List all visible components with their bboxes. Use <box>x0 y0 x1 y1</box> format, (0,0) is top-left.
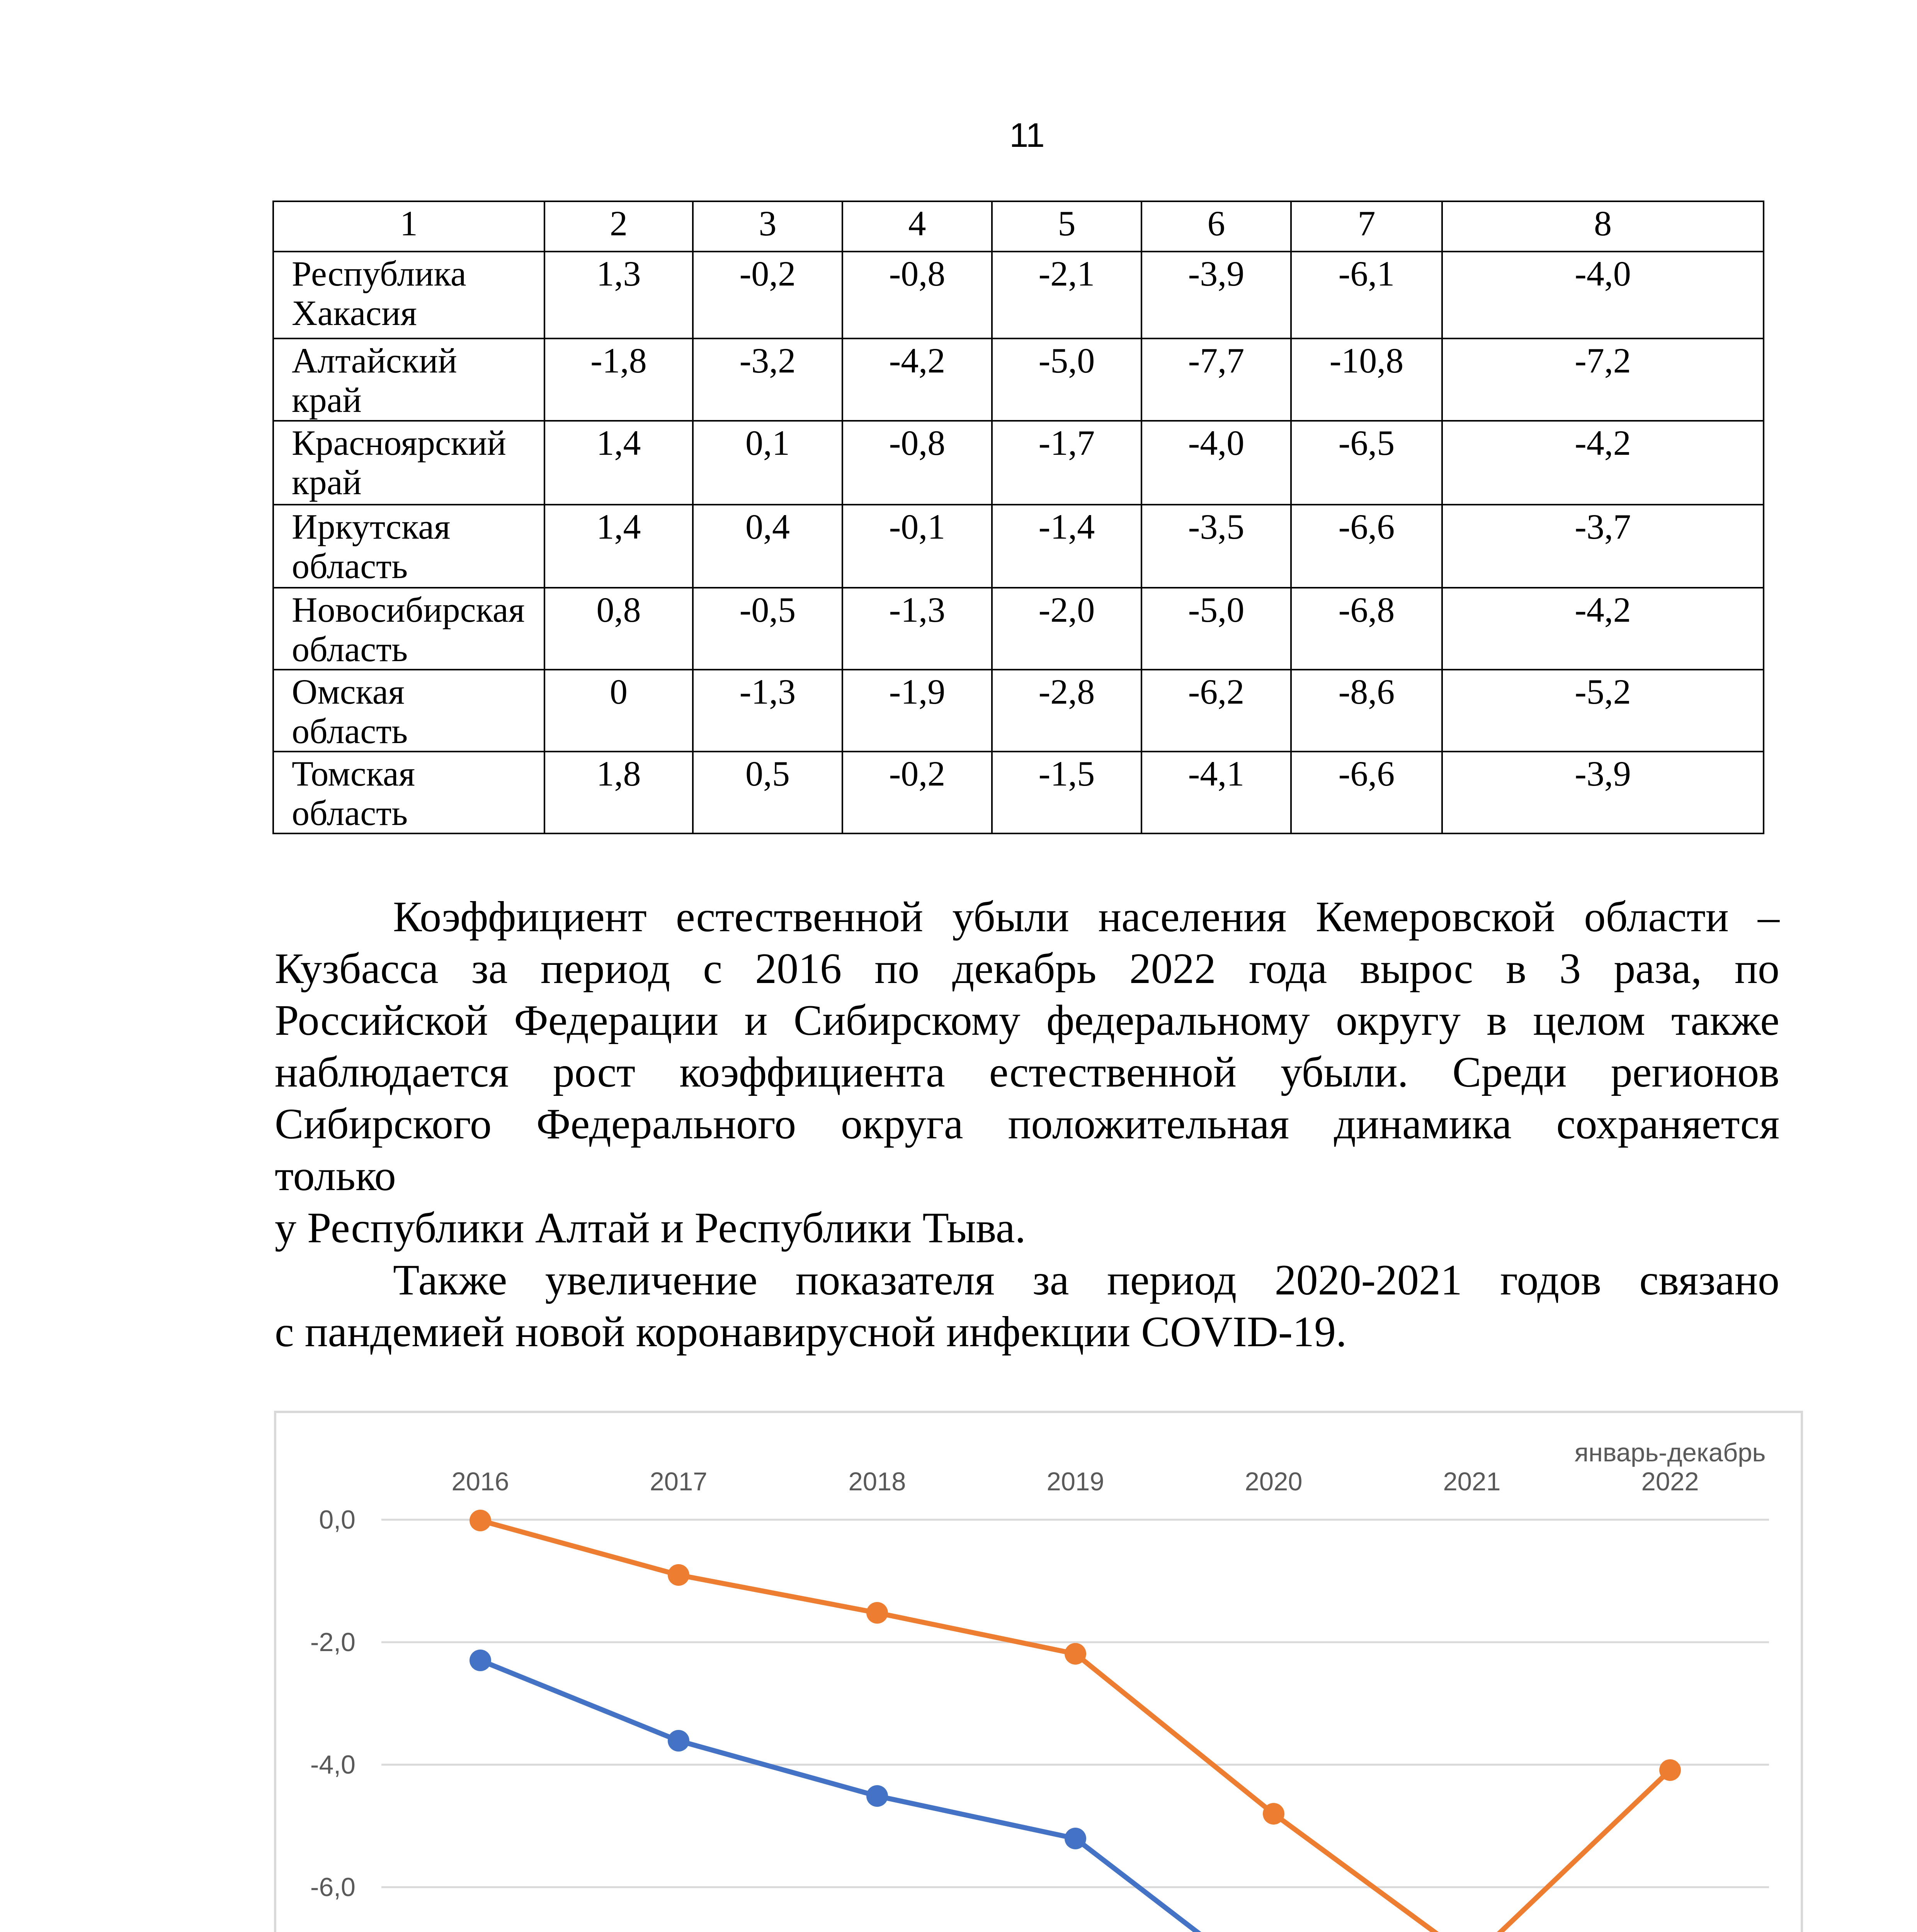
svg-text:2017: 2017 <box>650 1467 707 1496</box>
svg-text:2021: 2021 <box>1443 1467 1500 1496</box>
svg-text:2019: 2019 <box>1046 1467 1104 1496</box>
svg-text:2020: 2020 <box>1245 1467 1302 1496</box>
svg-text:январь-декабрь: январь-декабрь <box>1575 1438 1766 1467</box>
svg-text:-6,0: -6,0 <box>310 1872 356 1902</box>
svg-text:2018: 2018 <box>848 1467 906 1496</box>
svg-text:0,0: 0,0 <box>319 1505 356 1534</box>
svg-text:2016: 2016 <box>451 1467 509 1496</box>
svg-text:-2,0: -2,0 <box>310 1628 356 1657</box>
svg-text:-4,0: -4,0 <box>310 1750 356 1779</box>
svg-text:2022: 2022 <box>1641 1467 1699 1496</box>
